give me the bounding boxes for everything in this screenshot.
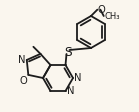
Text: S: S (64, 45, 72, 58)
Text: CH₃: CH₃ (104, 12, 120, 20)
Text: O: O (20, 76, 27, 86)
Text: N: N (66, 86, 74, 97)
Text: N: N (74, 73, 81, 83)
Text: O: O (98, 5, 106, 15)
Text: N: N (18, 55, 26, 65)
